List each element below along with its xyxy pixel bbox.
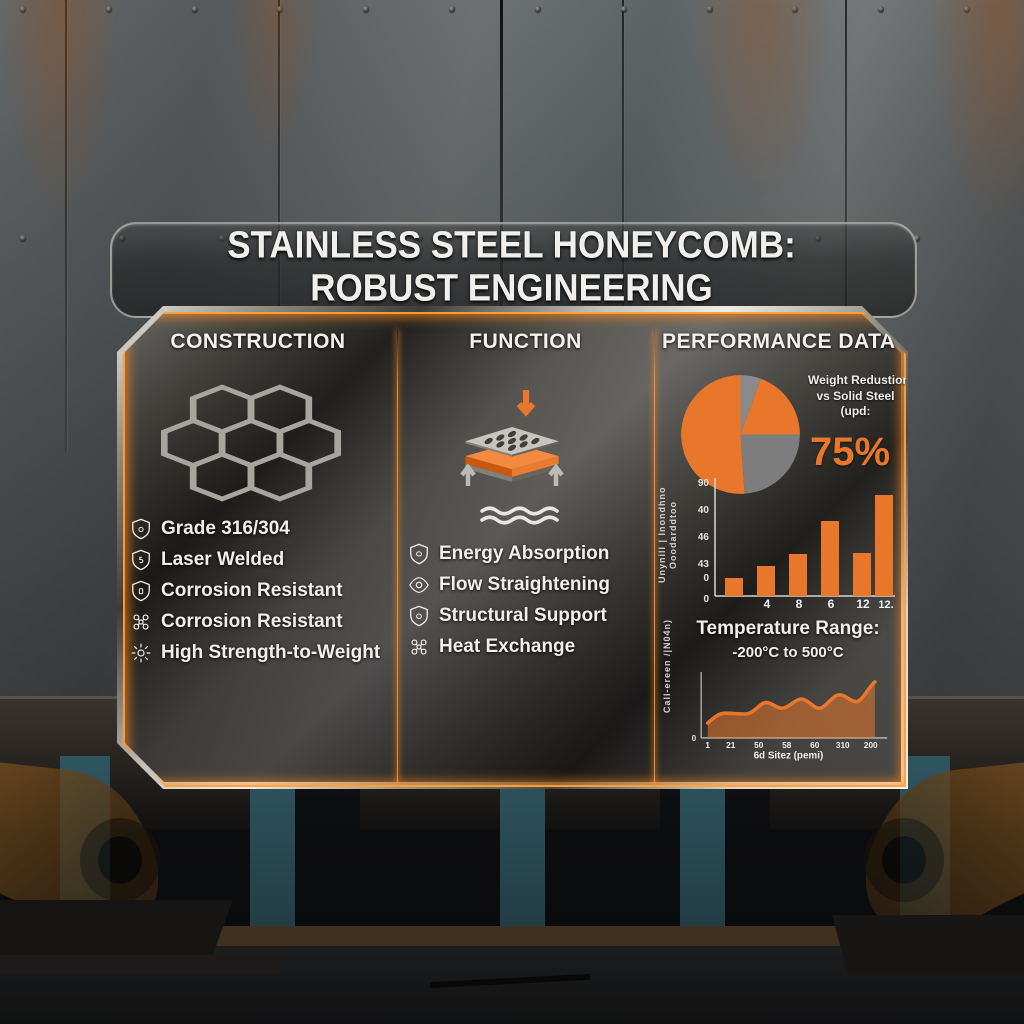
svg-text:90: 90 — [698, 478, 710, 489]
svg-text:0: 0 — [703, 573, 709, 584]
svg-text:310: 310 — [836, 741, 850, 750]
svg-text:58: 58 — [782, 741, 792, 750]
svg-text:60: 60 — [810, 741, 820, 750]
svg-text:50: 50 — [754, 741, 764, 750]
svg-text:12.: 12. — [878, 599, 893, 608]
svg-text:4: 4 — [764, 597, 771, 608]
svg-text:12: 12 — [856, 597, 870, 608]
svg-text:6d Sitez (pemi): 6d Sitez (pemi) — [754, 751, 824, 762]
svg-text:0: 0 — [703, 594, 709, 605]
svg-text:1: 1 — [705, 741, 710, 750]
svg-text:6: 6 — [828, 597, 835, 608]
svg-text:43: 43 — [698, 559, 710, 570]
svg-text:46: 46 — [698, 532, 710, 543]
svg-text:40: 40 — [698, 505, 710, 516]
svg-text:8: 8 — [796, 597, 803, 608]
svg-text:200: 200 — [864, 741, 878, 750]
svg-text:0: 0 — [692, 734, 697, 743]
svg-text:21: 21 — [726, 741, 736, 750]
